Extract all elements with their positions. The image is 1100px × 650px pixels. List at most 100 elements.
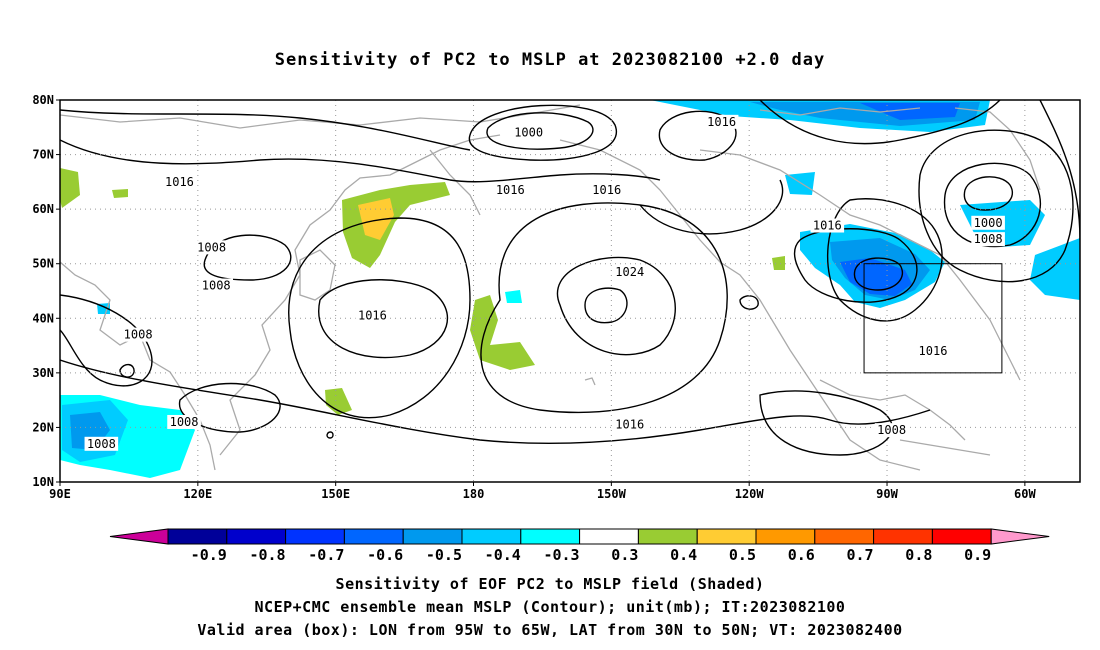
caption-line-3: Valid area (box): LON from 95W to 65W, L… (197, 621, 903, 639)
shade-small-cyan-1 (505, 290, 522, 303)
contour-label: 1008 (202, 279, 231, 293)
contour-label: 1016 (813, 219, 842, 233)
coast-greenland (954, 107, 1041, 191)
lat-label: 60N (32, 202, 54, 216)
coast-alaska (559, 139, 921, 471)
colorbar-low-triangle (109, 528, 169, 545)
colorbar-label: 0.5 (729, 546, 756, 564)
contour-label-bg (971, 232, 1005, 247)
contour-1016-atlantic (826, 198, 943, 322)
coast-gulf (819, 379, 966, 441)
colorbar: -0.9 -0.8 -0.7 -0.6 -0.5 -0.4 -0.3 0.3 0.4 0.5 0.6… (109, 528, 1050, 564)
shade-atlantic-cyan (1030, 238, 1080, 300)
shade-pacific-green (470, 295, 535, 370)
colorbar-label: -0.9 (191, 546, 227, 564)
colorbar-label: -0.4 (485, 546, 521, 564)
contour-1008-labrador (943, 162, 1042, 248)
colorbar-label: 0.7 (847, 546, 874, 564)
lat-label: 40N (32, 311, 54, 325)
colorbar-label: 0.8 (905, 546, 932, 564)
contour-label-bg (704, 114, 739, 129)
contour-label: 1024 (615, 265, 644, 279)
coast-kamchatka (429, 149, 481, 216)
contour-label: 1016 (165, 175, 194, 189)
lon-label: 60W (1014, 487, 1036, 501)
contour-label-bg (162, 174, 197, 189)
colorbar-label: -0.6 (367, 546, 403, 564)
lon-label: 90W (876, 487, 898, 501)
lat-label: 30N (32, 366, 54, 380)
contour-1000-labrador (963, 176, 1013, 211)
contour-label-bg (810, 218, 845, 233)
contour-1016-south-band (60, 359, 931, 444)
contour-label: 1008 (170, 415, 199, 429)
lat-label: 20N (32, 420, 54, 434)
contour-small-loop-3 (326, 431, 334, 439)
colorbar-label: 0.9 (964, 546, 991, 564)
caption-line-2: NCEP+CMC ensemble mean MSLP (Contour); u… (254, 598, 846, 616)
contour-label-bg (589, 183, 624, 198)
map-frame (59, 99, 1081, 483)
longitude-axis-labels: 90E 120E 150E 180 150W 120W 90W 60W (49, 482, 1036, 501)
shade-japan-yellow (358, 198, 394, 240)
contour-label-bg (874, 423, 909, 438)
coast-north-america (699, 149, 1021, 381)
shade-small-green-4 (772, 256, 785, 270)
valid-area-box (863, 263, 1003, 374)
contour-1024-high (556, 256, 676, 356)
lat-label: 70N (32, 148, 54, 162)
colorbar-label: -0.3 (543, 546, 579, 564)
shade-small-green-1 (60, 168, 80, 208)
contour-label: 1016 (707, 115, 736, 129)
lon-label: 120E (183, 487, 212, 501)
lon-label: 150W (597, 487, 627, 501)
contour-label: 1008 (974, 232, 1003, 246)
shade-arctic-darker (860, 103, 960, 120)
shade-small-green-2 (325, 388, 352, 415)
contour-label-bg (167, 414, 201, 429)
contour-1016-west-pacific (318, 279, 449, 359)
colorbar-swatch (814, 528, 875, 545)
coast-japan (299, 249, 336, 301)
coast-hawaii (584, 377, 596, 386)
contour-1016-high-outer (480, 202, 728, 414)
caption-line-1: Sensitivity of EOF PC2 to MSLP field (Sh… (335, 575, 765, 593)
contour-label-bg (199, 278, 234, 293)
graticule (60, 100, 1080, 482)
colorbar-swatch (461, 528, 522, 545)
contour-1016-big-loop (288, 217, 471, 419)
contour-1008-south-west (60, 294, 153, 387)
lat-label: 80N (32, 93, 54, 107)
contour-small-loop-2 (119, 363, 135, 378)
colorbar-swatch (873, 528, 933, 545)
colorbar-label: 0.4 (670, 546, 697, 564)
colorbar-swatch (520, 528, 581, 545)
contour-label: 1008 (877, 423, 906, 437)
contour-1016-labrador (918, 129, 1074, 283)
contour-1008-inner-gl (853, 257, 904, 291)
contour-label-bg (612, 264, 647, 279)
contour-labels: 1000 1016 1016 1016 1016 1016 1000 1008 1008 1024… (84, 114, 1005, 451)
colorbar-swatch (343, 528, 404, 545)
contour-label: 1016 (919, 344, 948, 358)
contour-label-bg (121, 327, 155, 342)
lon-label: 150E (321, 487, 350, 501)
colorbar-swatch (755, 528, 816, 545)
colorbar-label: 0.6 (788, 546, 815, 564)
contour-1008-east-pac (639, 179, 784, 235)
contour-label: 1008 (197, 240, 226, 254)
colorbar-swatch (696, 528, 757, 545)
colorbar-swatch (226, 528, 287, 545)
contour-label: 1008 (87, 437, 116, 451)
contour-label-bg (194, 240, 229, 255)
contour-1016-arctic (658, 110, 737, 161)
contour-label-bg (511, 125, 546, 140)
contour-high-inner (584, 287, 628, 324)
contour-label-bg (916, 344, 950, 359)
colorbar-high-triangle (990, 528, 1050, 545)
contour-label: 1000 (514, 126, 543, 140)
contour-label-bg (84, 436, 119, 451)
lat-label: 50N (32, 257, 54, 271)
shade-small-green-3 (112, 189, 128, 198)
